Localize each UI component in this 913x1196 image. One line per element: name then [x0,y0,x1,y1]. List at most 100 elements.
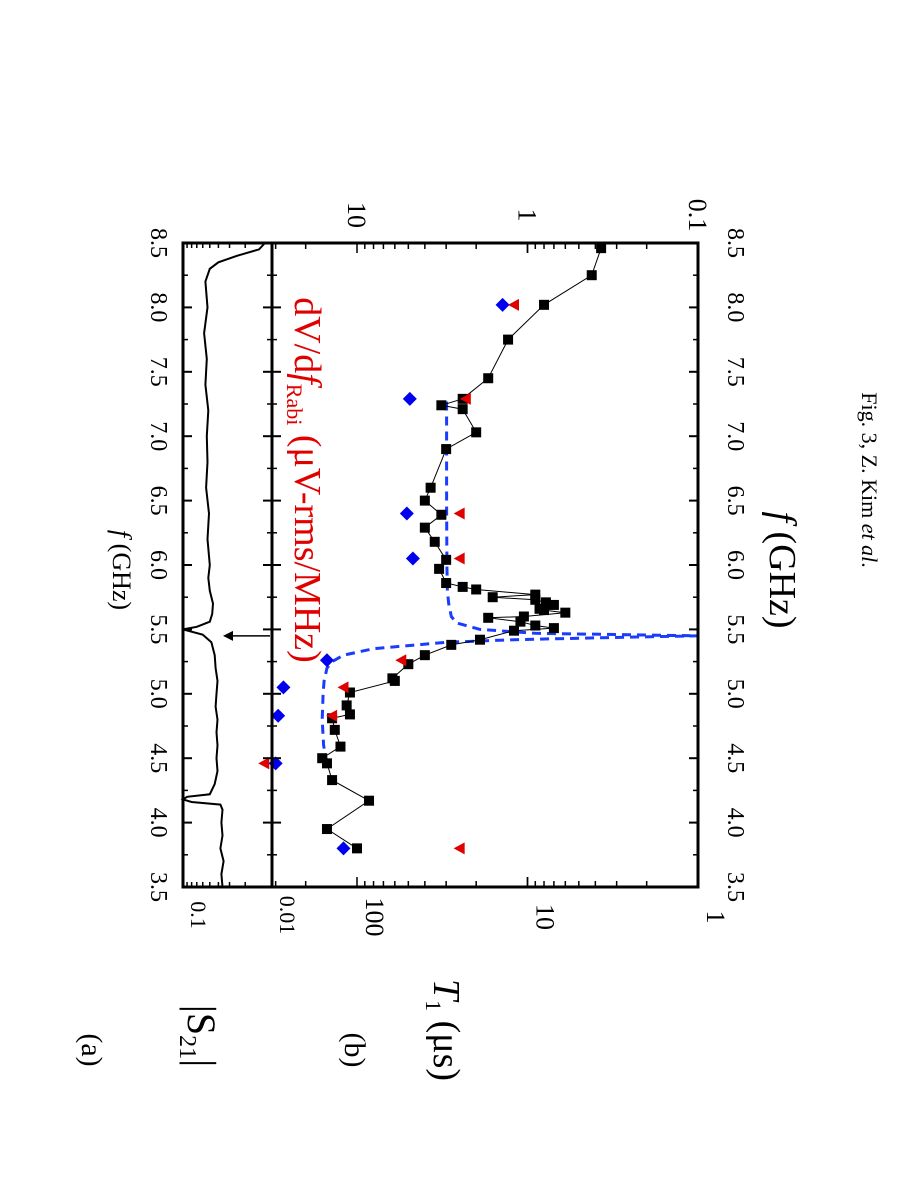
bottom-freq-tick-label: 8.0 [722,292,748,322]
s21-trace [180,242,266,888]
dvdf-tick-label: 1 [513,209,542,222]
rabi-diamond-point [405,551,420,566]
panel-a-label: (a) [75,1033,108,1066]
t1-point [441,578,452,589]
rabi-diamond-point [276,680,291,695]
rabi-diamond-point [271,708,286,723]
rabi-diamond-point [319,653,334,668]
t1-point [446,639,457,650]
rabi-triangle-point [258,757,270,770]
t1-point [321,758,332,769]
t1-point [518,611,529,622]
bottom-freq-tick-label: 5.0 [722,679,748,709]
s21-axis-label: |S21| [174,1005,224,1067]
top-freq-tick-label: 3.5 [145,872,171,902]
t1-point [436,509,447,520]
t1-point [364,795,375,806]
top-freq-tick-label: 6.0 [145,550,171,580]
fit-dashed-line [320,398,699,764]
t1-point [560,607,571,618]
bottom-freq-tick-label: 3.5 [722,872,748,902]
t1-point [483,373,494,384]
t1-point [483,612,494,623]
t1-point [403,659,414,670]
bottom-freq-tick-label: 4.5 [722,743,748,773]
top-freq-tick-label: 5.0 [145,679,171,709]
rabi-triangle-point [337,681,349,694]
t1-point [530,589,541,600]
t1-tick-label: 1 [701,911,730,924]
t1-point [457,581,468,592]
panel-a-plot [180,242,270,888]
dvdf-axis-label: dV/dfRabi (μV-rms/MHz) [282,297,328,663]
t1-connecting-line [321,248,602,849]
t1-point [548,599,559,610]
rabi-diamond-point [402,391,417,406]
axes: 3.5 3.5 4.0 4.0 4.5 4.5 5.0 5.0 5.5 5.5 6.0 6.0 6.5 6… [145,199,748,937]
t1-point [539,299,550,310]
s21-tick-label: 0.01 [275,896,300,935]
caption: Fig. 3, Z. Kim et al. [857,392,882,567]
t1-point [327,775,338,786]
dvdf-tick-label: 0.1 [683,199,712,232]
rabi-diamond-point [399,506,414,521]
t1-point [387,673,398,684]
t1-point [441,444,452,455]
t1-point [471,584,482,595]
t1-point [487,592,498,603]
t1-point [436,400,447,411]
rabi-triangle-point [453,842,465,855]
t1-point [419,650,430,661]
rabi-diamond-point [336,841,351,856]
t1-point [503,334,514,345]
t1-point [534,603,545,614]
t1-point [530,620,541,631]
rabi-triangle-point [326,709,338,722]
top-freq-tick-label: 4.0 [145,808,171,838]
t1-point [419,495,430,506]
t1-point [341,700,352,711]
top-freq-tick-label: 8.0 [145,292,171,322]
t1-point [321,824,332,835]
rabi-triangle-point [453,552,465,565]
top-freq-tick-label: 7.0 [145,421,171,451]
panel-b-plot [258,243,699,856]
rabi-triangle-point [459,392,471,405]
t1-tick-label: 10 [531,904,560,930]
t1-point [425,482,436,493]
bottom-freq-tick-label: 5.5 [722,614,748,644]
t1-point [474,634,485,645]
top-freq-tick-label: 5.5 [145,614,171,644]
t1-point [441,554,452,565]
t1-point [352,843,362,854]
t1-point [344,709,355,720]
t1-point [586,270,597,281]
panel-b-label: (b) [338,1033,371,1068]
t1-point [540,597,551,608]
caption-prefix: Fig. 3, Z. Kim [857,392,882,523]
bottom-freq-tick-label: 4.0 [722,808,748,838]
caption-suffix: . [857,562,882,568]
t1-point [335,741,346,752]
top-axis-label: f (GHz) [107,530,136,610]
dvdf-tick-label: 10 [342,202,371,228]
t1-tick-label: 100 [360,898,389,937]
panel-b-frame [270,241,700,889]
rabi-triangle-point [507,298,519,311]
t1-point [434,563,445,574]
bottom-freq-tick-label: 8.5 [722,228,748,258]
top-freq-tick-label: 6.5 [145,486,171,516]
t1-point [548,623,559,634]
t1-point [317,753,328,764]
bottom-freq-tick-label: 7.5 [722,357,748,387]
bottom-freq-tick-label: 6.5 [722,486,748,516]
top-freq-tick-label: 4.5 [145,743,171,773]
rabi-diamond-point [495,297,510,312]
t1-point [530,594,541,605]
t1-point [471,427,482,438]
t1-point [419,522,430,533]
rabi-triangle-point [395,654,407,667]
bottom-freq-tick-label: 7.0 [722,421,748,451]
caption-italic: et al [857,524,882,563]
bottom-freq-tick-label: 6.0 [722,550,748,580]
